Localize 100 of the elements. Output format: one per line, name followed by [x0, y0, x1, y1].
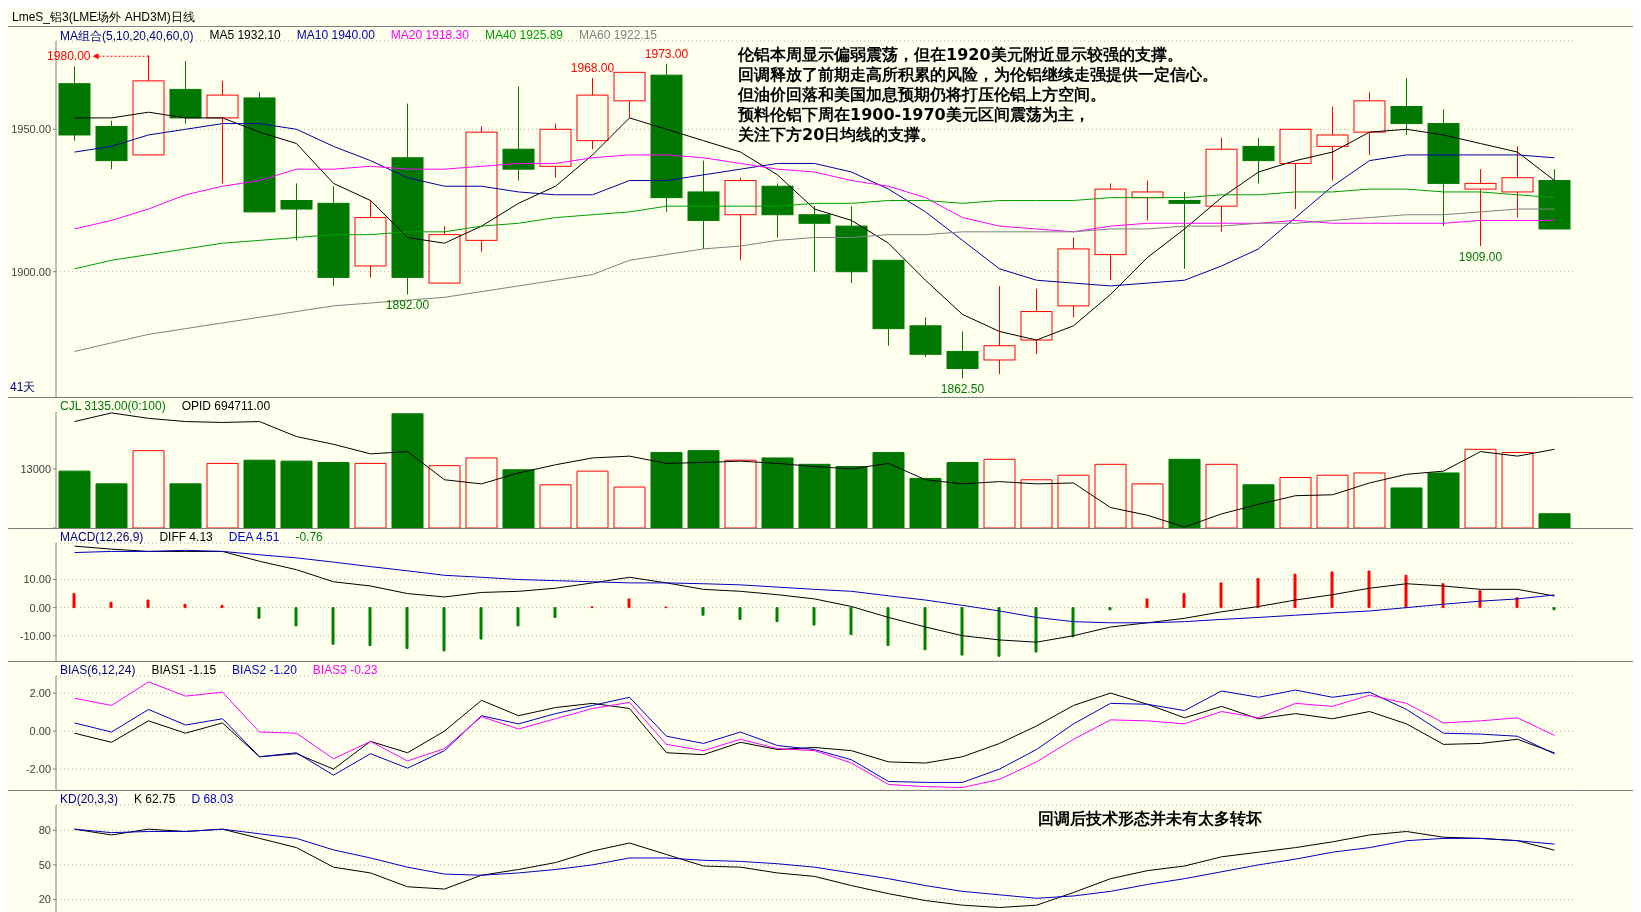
- bar: [331, 607, 335, 645]
- bar: [687, 450, 720, 528]
- bar: [761, 457, 794, 528]
- text: MA10 1940.00: [296, 28, 375, 44]
- candlestick: [1057, 237, 1090, 318]
- annotation: 1892.00: [385, 298, 430, 313]
- text: MA40 1925.89: [484, 28, 563, 44]
- y-tick-label: 10.00: [23, 573, 51, 586]
- bar: [738, 607, 742, 620]
- text: -0.76: [295, 530, 323, 544]
- y-tick-label: 1900.00: [11, 265, 51, 278]
- annotation: 预料伦铝下周在1900-1970美元区间震荡为主，: [738, 105, 1091, 125]
- text: MA20 1918.30: [390, 28, 469, 44]
- candlestick: [354, 199, 387, 278]
- bar: [1538, 513, 1571, 528]
- bar: [516, 607, 520, 627]
- candlestick: [835, 205, 868, 284]
- bar: [109, 601, 113, 609]
- text: BIAS2 -1.20: [232, 663, 297, 677]
- bar: [1427, 472, 1460, 528]
- candlestick: [650, 63, 683, 213]
- bar: [72, 593, 76, 609]
- y-tick-label: 0.00: [29, 601, 51, 614]
- candlestick: [1464, 168, 1497, 247]
- candlestick: [391, 103, 424, 295]
- annotation: 但油价回落和美国加息预期仍将打压伦铝上方空间。: [738, 85, 1107, 105]
- bar: [798, 463, 831, 528]
- annotation: 1909.00: [1458, 250, 1503, 265]
- legend-title: MACD(12,26,9): [60, 530, 144, 544]
- bar: [1168, 458, 1201, 528]
- bar: [479, 607, 483, 640]
- bar: [1145, 598, 1149, 609]
- text: K 62.75: [134, 792, 176, 806]
- bar: [1256, 577, 1260, 609]
- bar: [280, 460, 313, 528]
- bar: [220, 604, 224, 609]
- bar: [95, 483, 128, 528]
- bar: [627, 598, 631, 609]
- bar: [1242, 484, 1275, 528]
- text: MA5 1932.10: [209, 28, 281, 44]
- bar: [146, 599, 150, 609]
- bar: [1330, 571, 1334, 609]
- annotation: 伦铝本周显示偏弱震荡，但在1920美元附近显示较强的支撑。: [738, 45, 1184, 65]
- bar: [1108, 607, 1112, 611]
- bar: [257, 607, 261, 619]
- candlestick: [502, 86, 535, 182]
- bar: [183, 603, 187, 609]
- bar: [368, 607, 372, 647]
- candlestick: [1427, 108, 1460, 227]
- candlestick: [761, 182, 794, 239]
- bar: [812, 607, 816, 626]
- bar: [960, 607, 964, 656]
- line-series: [74, 188, 1555, 270]
- bar: [1367, 570, 1371, 609]
- series-label: DEA 4.51: [228, 530, 280, 544]
- bar: [775, 607, 779, 623]
- bar: [243, 459, 276, 528]
- bar: [294, 607, 298, 627]
- y-tick-label: 13000: [20, 462, 51, 475]
- bar: [1552, 607, 1556, 611]
- bar: [1293, 573, 1297, 609]
- candlestick: [1205, 137, 1238, 233]
- line-series: [74, 692, 1555, 770]
- legend-title: KD(20,3,3): [60, 792, 119, 806]
- series-label: DIFF 4.13: [159, 530, 213, 544]
- y-tick-label: 20: [38, 893, 51, 906]
- bar: [849, 607, 853, 636]
- text: CJL 3135.00(0:100): [60, 399, 166, 413]
- text: D 68.03: [191, 792, 234, 806]
- annotation: 回调后技术形态并未有太多转坏: [1038, 809, 1262, 829]
- candlestick: [280, 182, 313, 241]
- bar: [997, 607, 1001, 657]
- bar: [553, 607, 557, 618]
- bar: [1071, 607, 1075, 638]
- bar: [317, 461, 350, 528]
- bar: [886, 607, 890, 647]
- chart-title: LmeS_铝3(LME场外 AHD3M)日线: [8, 8, 1633, 27]
- bar: [442, 607, 446, 652]
- y-tick-label: 50: [38, 858, 51, 871]
- bar: [1182, 593, 1186, 609]
- annotation: 1862.50: [940, 382, 985, 397]
- bar: [405, 607, 409, 650]
- y-tick-label: 80: [38, 824, 51, 837]
- bar: [169, 483, 202, 528]
- annotation: 回调释放了前期走高所积累的风险，为伦铝继续走强提供一定信心。: [738, 65, 1218, 85]
- bar: [946, 461, 979, 528]
- text: MA60 1922.15: [578, 28, 658, 44]
- candlestick: [1316, 106, 1349, 182]
- bar: [1219, 582, 1223, 609]
- candlestick: [1020, 288, 1053, 355]
- text: 41天: [10, 379, 36, 396]
- annotation: 1968.00: [570, 61, 615, 76]
- text: BIAS3 -0.23: [312, 663, 378, 677]
- y-tick-label: 1950.00: [11, 123, 51, 136]
- line-series: [74, 154, 1555, 233]
- series-label: OPID 694711.00: [181, 399, 271, 413]
- y-tick-label: -10.00: [19, 629, 51, 642]
- annotation: 1980.00: [47, 49, 91, 64]
- y-tick-label: -2.00: [25, 763, 51, 776]
- annotation: 关注下方20日均线的支撑。: [738, 125, 938, 145]
